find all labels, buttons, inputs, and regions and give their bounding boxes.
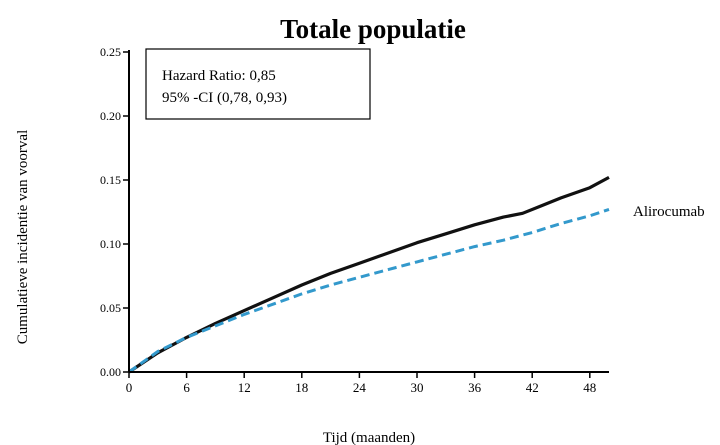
x-tick-label: 18 [295, 380, 308, 395]
x-tick-label: 0 [126, 380, 133, 395]
y-axis-label: Cumulatieve incidentie van voorval [15, 130, 31, 345]
series-layer [128, 175, 610, 374]
hazard-ratio-text: Hazard Ratio: 0,85 [162, 68, 276, 84]
x-tick-label: 36 [468, 380, 482, 395]
confidence-interval-text: 95% -CI (0,78, 0,93) [162, 90, 287, 106]
y-tick-label: 0.25 [100, 45, 121, 59]
legend: Alirocumab [633, 204, 705, 220]
x-tick-label: 42 [526, 380, 539, 395]
x-axis-label: Tijd (maanden) [323, 430, 415, 445]
series-line-alirocumab [128, 207, 610, 374]
series-line-1 [128, 175, 610, 374]
x-ticks: 0 6 12 18 24 30 36 42 48 [126, 372, 596, 395]
x-tick-label: 48 [583, 380, 596, 395]
x-tick-label: 30 [411, 380, 424, 395]
y-tick-label: 0.15 [100, 173, 121, 187]
y-tick-label: 0.20 [100, 109, 121, 123]
y-ticks: 0.00 0.05 0.10 0.15 0.20 0.25 [100, 45, 129, 379]
y-tick-label: 0.05 [100, 301, 121, 315]
x-tick-label: 6 [183, 380, 190, 395]
y-tick-label: 0.00 [100, 365, 121, 379]
annotation-frame [145, 48, 371, 120]
plot-area: 0 6 12 18 24 30 36 42 48 0.00 0.05 0.10 0.15 0.20 0.2… [100, 45, 610, 395]
x-tick-label: 12 [238, 380, 251, 395]
x-tick-label: 24 [353, 380, 367, 395]
y-tick-label: 0.10 [100, 237, 121, 251]
annotation-box: Hazard Ratio: 0,85 95% -CI (0,78, 0,93) [145, 48, 371, 120]
legend-label-alirocumab: Alirocumab [633, 204, 705, 220]
chart-title: Totale populatie [280, 14, 466, 44]
